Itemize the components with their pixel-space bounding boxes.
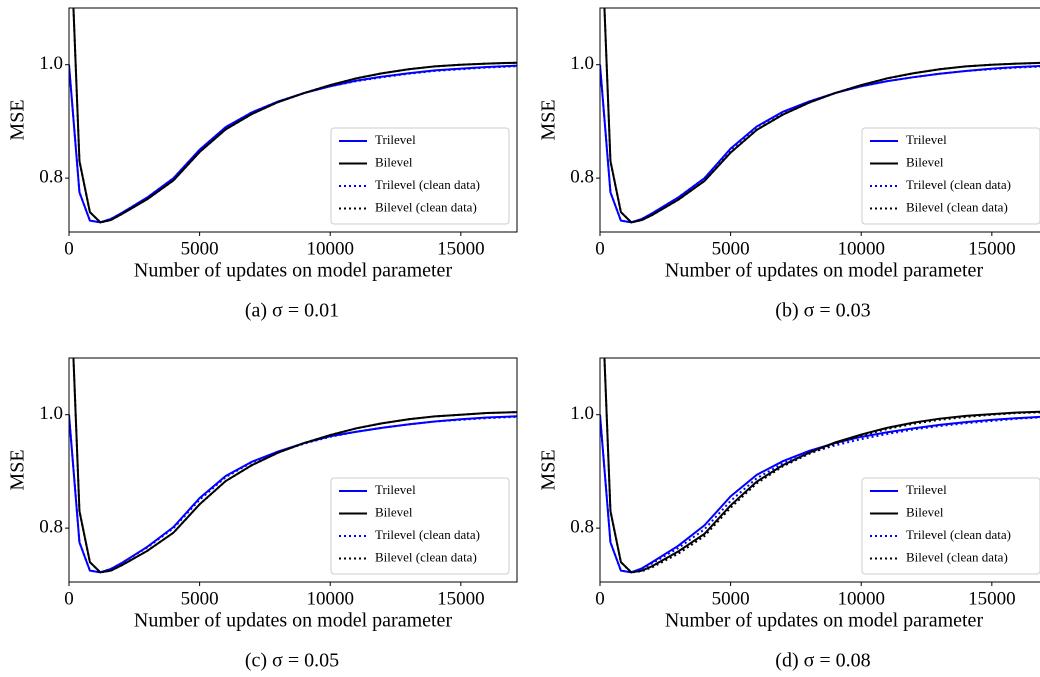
- x-tick-label: 10000: [306, 238, 354, 259]
- subplot: 0 5000 10000 15000 0.8 1.0 Number of updates o…: [7, 357, 518, 672]
- y-tick-label: 1.0: [39, 53, 63, 74]
- legend: Trilevel Bilevel Trilevel (clean data) Bile…: [330, 127, 510, 225]
- y-tick-label: 1.0: [39, 403, 63, 424]
- y-axis-label: MSE: [7, 99, 29, 140]
- legend-label: Trilevel (clean data): [906, 177, 1011, 192]
- legend-label: Bilevel: [906, 504, 944, 519]
- y-axis-label: MSE: [538, 449, 560, 490]
- x-tick-label: 5000: [181, 588, 219, 609]
- series-line: [603, 8, 1040, 224]
- series-line: [603, 358, 1040, 574]
- x-axis-label: Number of updates on model parameter: [134, 610, 453, 632]
- x-tick-label: 0: [64, 238, 74, 259]
- legend-label: Bilevel (clean data): [375, 199, 477, 214]
- legend: Trilevel Bilevel Trilevel (clean data) Bile…: [861, 477, 1040, 575]
- legend-label: Bilevel (clean data): [906, 549, 1008, 564]
- legend-label: Trilevel: [906, 132, 947, 147]
- legend-label: Trilevel: [375, 482, 416, 497]
- legend: Trilevel Bilevel Trilevel (clean data) Bile…: [861, 127, 1040, 225]
- legend-label: Bilevel: [375, 504, 413, 519]
- axes-frame: [599, 357, 1040, 583]
- legend-label: Bilevel (clean data): [375, 549, 477, 564]
- legend-label: Bilevel: [375, 154, 413, 169]
- legend-label: Trilevel: [375, 132, 416, 147]
- legend-label: Trilevel: [906, 482, 947, 497]
- y-axis-label: MSE: [7, 449, 29, 490]
- x-tick-label: 10000: [837, 238, 885, 259]
- subplot: 0 5000 10000 15000 0.8 1.0 Number of updates o…: [7, 7, 518, 322]
- x-tick-label: 10000: [837, 588, 885, 609]
- y-tick-label: 1.0: [570, 53, 594, 74]
- y-tick-label: 1.0: [570, 403, 594, 424]
- x-tick-label: 10000: [306, 588, 354, 609]
- subplot-caption: (d) σ = 0.08: [775, 650, 870, 672]
- x-tick-label: 15000: [968, 238, 1016, 259]
- x-tick-label: 15000: [968, 588, 1016, 609]
- subplot-caption: (c) σ = 0.05: [245, 650, 339, 672]
- x-tick-label: 5000: [181, 238, 219, 259]
- series-line: [72, 8, 517, 224]
- y-tick-label: 0.8: [39, 516, 63, 537]
- y-tick-label: 0.8: [570, 166, 594, 187]
- x-tick-label: 15000: [437, 238, 485, 259]
- x-tick-label: 0: [595, 588, 605, 609]
- legend-label: Bilevel (clean data): [906, 199, 1008, 214]
- subplot-caption: (a) σ = 0.01: [245, 300, 339, 322]
- x-axis-label: Number of updates on model parameter: [665, 610, 984, 632]
- x-tick-label: 0: [595, 238, 605, 259]
- legend: Trilevel Bilevel Trilevel (clean data) Bile…: [330, 477, 510, 575]
- x-axis-label: Number of updates on model parameter: [665, 260, 984, 282]
- legend-label: Trilevel (clean data): [906, 527, 1011, 542]
- subplot-caption: (b) σ = 0.03: [775, 300, 870, 322]
- axes-frame: [68, 7, 518, 233]
- axes-frame: [68, 357, 518, 583]
- legend-box: [330, 477, 510, 575]
- legend-box: [330, 127, 510, 225]
- x-axis-label: Number of updates on model parameter: [134, 260, 453, 282]
- y-tick-label: 0.8: [39, 166, 63, 187]
- subplot: 0 5000 10000 15000 0.8 1.0 Number of updates o…: [538, 357, 1040, 672]
- legend-box: [861, 477, 1040, 575]
- y-axis-label: MSE: [538, 99, 560, 140]
- x-tick-label: 15000: [437, 588, 485, 609]
- legend-box: [861, 127, 1040, 225]
- legend-label: Trilevel (clean data): [375, 177, 480, 192]
- y-tick-label: 0.8: [570, 516, 594, 537]
- axes-frame: [599, 7, 1040, 233]
- series-line: [600, 414, 1040, 574]
- x-tick-label: 0: [64, 588, 74, 609]
- legend-label: Bilevel: [906, 154, 944, 169]
- x-tick-label: 5000: [712, 588, 750, 609]
- x-tick-label: 5000: [712, 238, 750, 259]
- legend-label: Trilevel (clean data): [375, 527, 480, 542]
- series-line: [72, 358, 517, 574]
- subplot: 0 5000 10000 15000 0.8 1.0 Number of updates o…: [538, 7, 1040, 322]
